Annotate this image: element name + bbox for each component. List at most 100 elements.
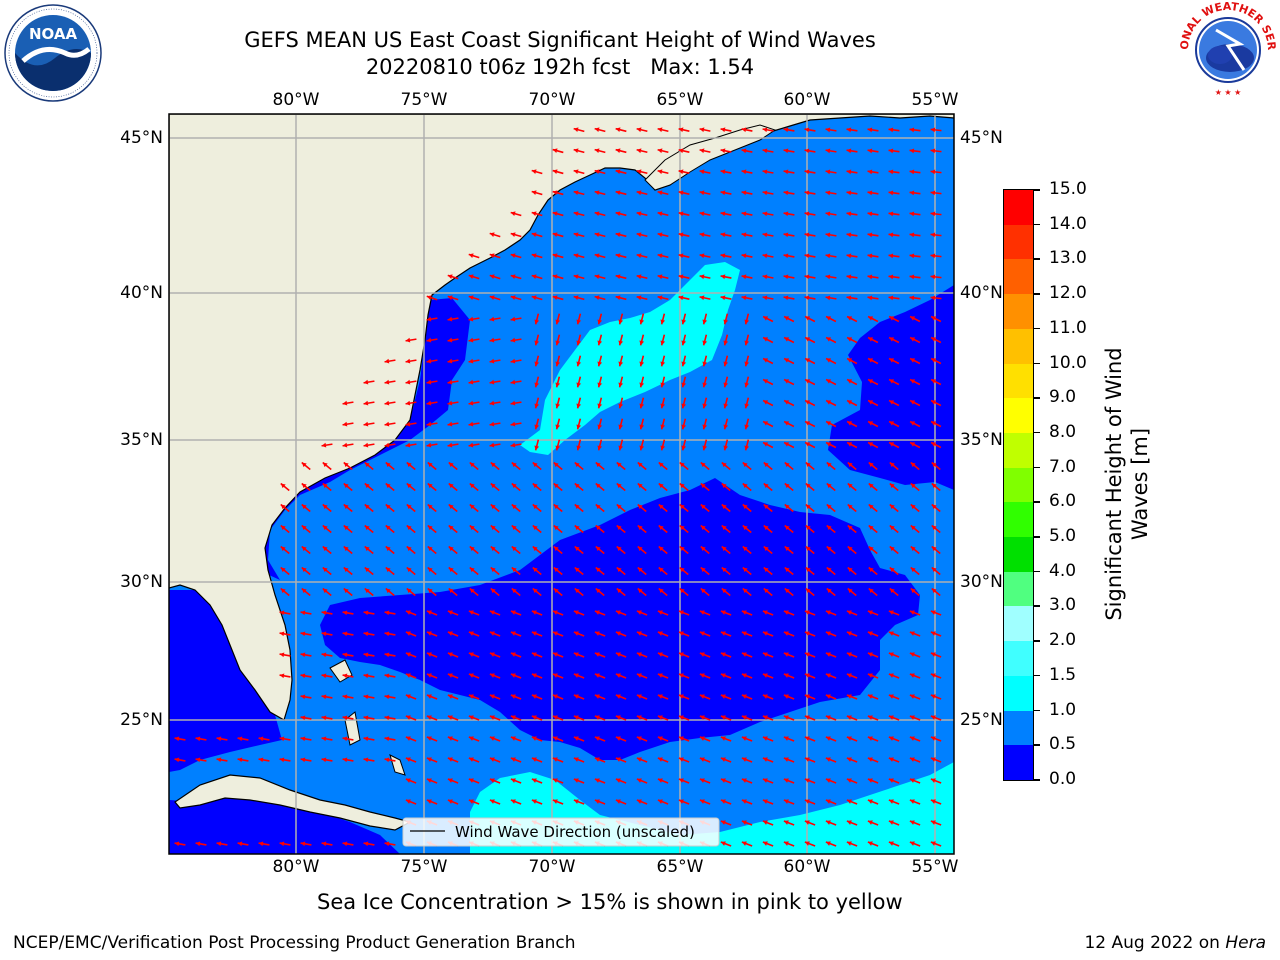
wind-wave-arrowhead [618, 445, 624, 451]
wind-wave-arrowhead [426, 736, 432, 741]
wind-wave-arrowhead [448, 483, 454, 489]
wind-wave-arrowhead [597, 424, 603, 430]
wind-wave-arrowhead [699, 169, 705, 175]
wind-wave-arrowhead [321, 673, 327, 679]
wind-wave-arrowhead [448, 462, 454, 468]
wind-wave-arrowhead [744, 403, 750, 409]
wind-wave-arrowhead [679, 462, 685, 468]
wind-wave-arrowhead [804, 778, 810, 783]
wind-wave-arrowhead [930, 610, 936, 615]
wind-wave-arrowhead [678, 778, 684, 783]
wind-wave-arrowhead [825, 169, 831, 175]
wind-wave-arrowhead [825, 820, 831, 825]
wind-wave-arrowhead [468, 652, 474, 657]
wind-wave-arrowhead [762, 232, 768, 238]
wind-wave-arrowhead [804, 652, 810, 657]
wind-wave-arrowhead [847, 358, 853, 363]
wind-wave-arrowhead [637, 504, 643, 510]
wind-wave-arrowhead [510, 211, 516, 216]
wind-wave-arrowhead [931, 483, 937, 489]
wind-wave-arrowhead [804, 211, 810, 217]
wind-wave-arrowhead [573, 148, 579, 154]
wind-wave-arrowhead [889, 462, 895, 468]
wind-wave-arrowhead [763, 442, 769, 447]
wind-wave-arrowhead [910, 504, 916, 510]
wind-wave-arrowhead [657, 295, 663, 301]
wind-wave-arrowhead [343, 525, 349, 531]
wind-wave-arrowhead [426, 295, 432, 300]
wind-wave-arrowhead [237, 841, 243, 847]
wind-wave-arrowhead [468, 400, 474, 406]
wind-wave-arrowhead [552, 694, 558, 699]
wind-wave-arrowhead [931, 525, 937, 531]
wind-wave-arrowhead [804, 190, 810, 196]
wind-wave-arrowhead [723, 319, 729, 325]
wind-wave-arrowhead [741, 274, 747, 280]
chart-title: GEFS MEAN US East Coast Significant Heig… [244, 28, 876, 52]
wind-wave-arrowhead [784, 337, 790, 342]
wind-wave-arrowhead [552, 757, 558, 762]
wind-wave-arrowhead [763, 546, 769, 552]
wind-wave-arrowhead [744, 445, 750, 451]
wind-wave-arrowhead [531, 253, 537, 259]
wind-wave-arrowhead [681, 445, 687, 451]
wind-wave-arrowhead [510, 778, 516, 783]
wind-wave-arrowhead [553, 483, 559, 489]
wind-wave-arrowhead [531, 757, 537, 762]
wind-wave-arrowhead [741, 757, 747, 762]
wind-wave-arrowhead [490, 504, 496, 510]
wind-wave-arrowhead [720, 127, 726, 133]
wind-wave-arrowhead [723, 403, 729, 409]
wind-wave-arrowhead [804, 274, 810, 280]
wind-wave-arrowhead [594, 799, 600, 804]
colorbar-segment [1004, 641, 1033, 676]
wind-wave-arrowhead [447, 337, 453, 343]
wind-wave-arrowhead [846, 778, 852, 783]
wind-wave-arrowhead [910, 588, 916, 594]
wind-wave-arrowhead [532, 483, 538, 489]
wind-wave-arrowhead [888, 799, 894, 804]
wind-wave-arrowhead [594, 148, 600, 154]
wind-wave-arrowhead [615, 610, 621, 615]
wind-wave-arrowhead [763, 483, 769, 489]
wind-wave-arrowhead [783, 841, 789, 846]
wind-wave-arrowhead [867, 190, 873, 196]
wind-wave-arrowhead [510, 757, 516, 762]
wind-wave-arrowhead [597, 403, 603, 409]
wind-wave-arrowhead [552, 232, 558, 238]
wind-wave-arrowhead [531, 190, 537, 196]
wind-wave-arrowhead [280, 483, 286, 489]
wind-wave-arrowhead [867, 820, 873, 825]
wind-wave-arrows [174, 127, 942, 847]
wind-wave-arrowhead [489, 736, 495, 741]
wind-wave-arrowhead [363, 757, 369, 763]
wind-wave-arrowhead [867, 253, 873, 259]
wind-wave-arrowhead [678, 148, 684, 154]
wind-wave-arrowhead [847, 442, 853, 447]
wind-wave-arrowhead [258, 757, 264, 763]
wind-wave-arrowhead [847, 588, 853, 594]
colorbar-tick-label: 12.0 [1049, 283, 1087, 304]
wind-wave-arrowhead [510, 232, 516, 237]
wind-wave-arrowhead [700, 567, 706, 573]
wind-wave-arrowhead [888, 211, 894, 217]
wind-wave-arrowhead [597, 340, 603, 346]
wind-wave-arrowhead [553, 546, 559, 552]
wind-wave-arrowhead [660, 445, 666, 451]
wind-wave-arrowhead [468, 736, 474, 741]
wind-wave-arrowhead [721, 504, 727, 510]
wind-wave-arrowhead [826, 462, 832, 468]
wind-wave-arrowhead [741, 673, 747, 678]
colorbar-segment [1004, 502, 1033, 538]
wind-wave-arrowhead [867, 610, 873, 615]
wind-wave-arrowhead [343, 504, 349, 510]
wind-wave-arrowhead [489, 421, 495, 427]
wind-wave-arrowhead [405, 673, 411, 678]
wind-wave-arrowhead [931, 400, 937, 405]
wind-wave-arrowhead [847, 546, 853, 552]
wind-wave-arrowhead [532, 525, 538, 531]
wind-wave-arrowhead [805, 316, 811, 321]
wind-wave-arrowhead [910, 462, 916, 468]
wind-wave-arrowhead [531, 631, 537, 636]
wind-wave-arrowhead [702, 445, 708, 451]
